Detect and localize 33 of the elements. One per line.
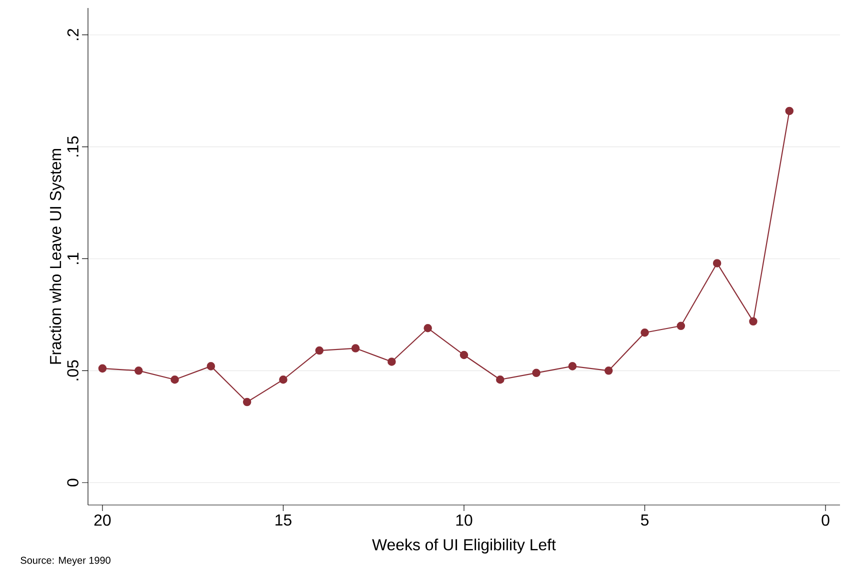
point: [98, 364, 107, 373]
y-tick-label: .2: [67, 29, 78, 40]
y-axis-title: Fraction who Leave UI System: [49, 149, 64, 364]
x-tick-label: 20: [94, 514, 111, 526]
point: [315, 346, 324, 355]
point: [640, 328, 649, 337]
point: [206, 362, 216, 370]
x-tick-label: 0: [822, 514, 830, 526]
point: [134, 366, 143, 375]
point: [388, 358, 396, 366]
point: [460, 350, 468, 360]
point: [496, 375, 504, 384]
point: [424, 324, 432, 332]
point: [604, 366, 613, 375]
x-axis-title: Weeks of UI Eligibility Left: [372, 538, 556, 554]
point: [532, 368, 540, 378]
point: [242, 398, 252, 406]
x-tick-label: 10: [456, 514, 472, 526]
point: [712, 259, 722, 268]
x-tick-label: 15: [276, 514, 292, 526]
point: [785, 106, 794, 116]
y-tick-label: .05: [67, 360, 78, 380]
y-tick-label: 0: [67, 478, 78, 486]
y-tick-label: .1: [68, 252, 78, 264]
point: [568, 362, 577, 370]
point: [676, 322, 686, 330]
point: [170, 375, 179, 384]
x-tick-label: 5: [640, 514, 649, 526]
point: [279, 375, 288, 384]
y-tick-label: .15: [67, 136, 78, 156]
source-note: Source: Meyer 1990: [20, 556, 110, 566]
point: [749, 317, 758, 326]
point: [351, 344, 360, 352]
